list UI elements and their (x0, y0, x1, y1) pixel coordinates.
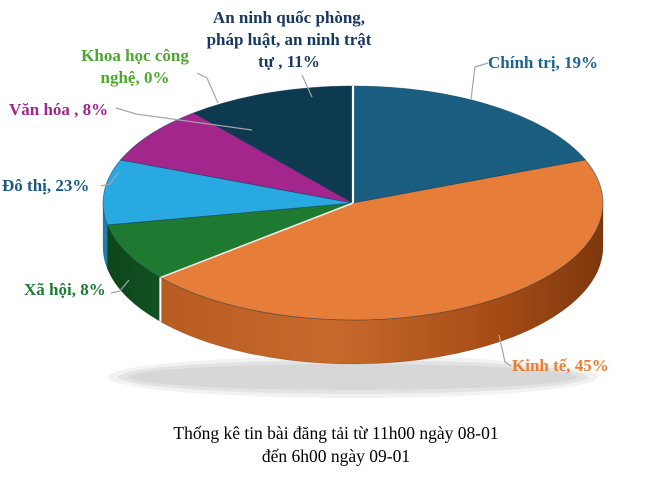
slice-label-chinh-tri: Chính trị, 19% (488, 53, 599, 72)
slice-label-kinh-te: Kinh tế, 45% (512, 356, 609, 375)
chart-caption: Thống kê tin bài đăng tải từ 11h00 ngày … (173, 423, 499, 466)
slice-label-an-ninh: An ninh quốc phòng, pháp luật, an ninh t… (206, 8, 372, 71)
leader-line-xa-hoi (110, 279, 130, 294)
leader-line-kinh-te (498, 334, 512, 367)
leader-line-an-ninh (301, 74, 313, 98)
leader-line-do-thi (100, 171, 120, 187)
pie-slice-do-thi (102, 159, 354, 226)
pie-slice-xa-hoi (107, 202, 354, 278)
leader-line-van-hoa (115, 107, 253, 131)
pie-slice-kinh-te (159, 159, 604, 321)
slice-label-xa-hoi: Xã hội, 8% (24, 280, 106, 299)
leader-line-khoa-hoc (196, 72, 219, 104)
leader-line-chinh-tri (470, 62, 489, 100)
pie-slice-van-hoa (120, 112, 354, 204)
pie-shadow (129, 364, 577, 390)
pie-shadow (108, 356, 598, 398)
pie-slice-an-ninh (193, 85, 354, 204)
slice-label-van-hoa: Văn hóa , 8% (9, 100, 109, 119)
pie-shadow (118, 360, 588, 394)
slice-label-khoa-hoc: Khoa học công nghệ, 0% (81, 46, 189, 87)
top-separator-line (160, 202, 354, 279)
slice-label-do-thi: Đô thị, 23% (2, 176, 90, 195)
pie-slice-chinh-tri (352, 85, 586, 204)
